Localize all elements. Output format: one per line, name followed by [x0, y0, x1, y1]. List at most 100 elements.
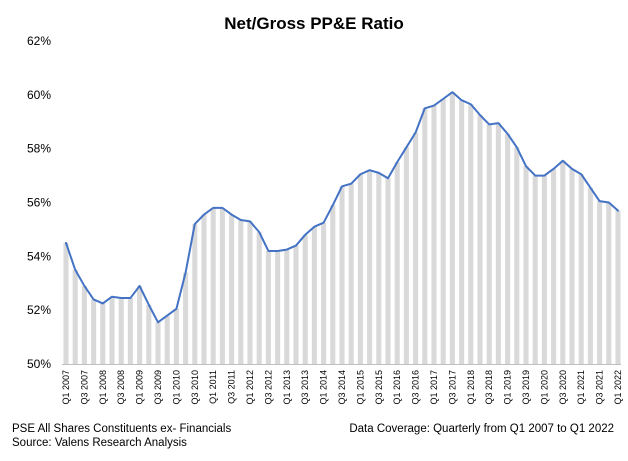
- x-tick-label: Q3 2018: [484, 370, 494, 405]
- bar: [183, 272, 189, 364]
- bar: [597, 201, 603, 364]
- x-tick-label: Q1 2015: [355, 370, 365, 405]
- x-tick-label: Q3 2012: [263, 370, 273, 405]
- bar: [100, 303, 106, 364]
- x-tick-label: Q3 2014: [337, 370, 347, 405]
- bar: [357, 174, 363, 364]
- bar: [302, 234, 308, 364]
- bar: [192, 224, 198, 364]
- bar: [321, 222, 327, 364]
- x-tick-label: Q1 2018: [466, 370, 476, 405]
- y-tick-label: 62%: [27, 34, 51, 48]
- bar: [293, 245, 299, 364]
- y-tick-label: 56%: [27, 196, 51, 210]
- bar: [265, 250, 271, 364]
- bar: [348, 183, 354, 364]
- bar: [173, 308, 179, 364]
- x-tick-label: Q3 2011: [227, 370, 237, 404]
- bar: [137, 285, 143, 364]
- bar: [385, 178, 391, 364]
- bar: [459, 100, 465, 364]
- bar: [560, 160, 566, 364]
- bar: [72, 269, 78, 364]
- footer-notes: PSE All Shares Constituents ex- Financia…: [12, 422, 231, 450]
- bar: [339, 186, 345, 364]
- footer-coverage-note: Data Coverage: Quarterly from Q1 2007 to…: [349, 423, 614, 435]
- x-tick-label: Q3 2020: [558, 370, 568, 405]
- bar: [330, 205, 336, 364]
- x-tick-label: Q1 2007: [61, 370, 71, 405]
- bar: [219, 207, 225, 364]
- bar: [587, 187, 593, 364]
- bar: [127, 298, 133, 364]
- x-tick-label: Q3 2016: [411, 370, 421, 405]
- bar: [81, 285, 87, 364]
- bar: [109, 296, 115, 364]
- footer-universe-note: PSE All Shares Constituents ex- Financia…: [12, 423, 232, 435]
- bar: [91, 299, 97, 364]
- x-tick-label: Q1 2012: [245, 370, 255, 405]
- x-tick-label: Q3 2010: [190, 370, 200, 405]
- bar: [606, 202, 612, 364]
- bar: [514, 147, 520, 364]
- bar: [229, 214, 235, 364]
- bar: [449, 92, 455, 364]
- bar: [247, 221, 253, 364]
- bar: [523, 166, 529, 364]
- bar: [615, 210, 621, 364]
- bar: [569, 168, 575, 364]
- x-tick-label: Q1 2011: [208, 370, 218, 404]
- bar: [210, 207, 216, 364]
- bar: [376, 172, 382, 364]
- x-tick-label: Q3 2017: [447, 370, 457, 405]
- chart-title: Net/Gross PP&E Ratio: [224, 14, 404, 33]
- bar: [578, 174, 584, 364]
- x-tick-label: Q1 2016: [392, 370, 402, 405]
- bar: [367, 170, 373, 364]
- bar: [532, 175, 538, 364]
- bar: [440, 98, 446, 365]
- bar: [284, 249, 290, 364]
- bar: [394, 162, 400, 365]
- bar: [155, 322, 161, 364]
- bar: [422, 108, 428, 364]
- x-tick-label: Q3 2021: [595, 370, 605, 405]
- series-line: [65, 91, 619, 324]
- x-tick-label: Q3 2008: [116, 370, 126, 405]
- x-tick-label: Q3 2013: [300, 370, 310, 405]
- x-tick-label: Q1 2021: [576, 370, 586, 405]
- bar: [413, 132, 419, 364]
- bar: [311, 226, 317, 364]
- bar: [238, 220, 244, 364]
- x-tick-label: Q1 2009: [135, 370, 145, 405]
- x-tick-label: Q1 2017: [429, 370, 439, 405]
- x-tick-label: Q1 2008: [98, 370, 108, 405]
- bar: [431, 105, 437, 364]
- bar: [551, 168, 557, 364]
- bar: [468, 104, 474, 364]
- y-tick-label: 60%: [27, 88, 51, 102]
- y-tick-label: 50%: [27, 357, 51, 371]
- bar: [403, 147, 409, 364]
- bar: [63, 242, 69, 365]
- x-tick-label: Q3 2007: [79, 370, 89, 405]
- bar: [486, 124, 492, 364]
- y-tick-label: 52%: [27, 303, 51, 317]
- x-tick-label: Q1 2020: [539, 370, 549, 405]
- bar: [275, 250, 281, 364]
- x-tick-label: Q1 2019: [503, 370, 513, 405]
- bar: [541, 175, 547, 364]
- x-tick-label: Q1 2014: [319, 370, 329, 405]
- x-tick-label: Q3 2019: [521, 370, 531, 405]
- y-tick-label: 58%: [27, 142, 51, 156]
- y-tick-label: 54%: [27, 249, 51, 263]
- x-tick-label: Q1 2013: [282, 370, 292, 405]
- bar: [164, 315, 170, 364]
- bar: [495, 123, 501, 364]
- bar: [118, 298, 124, 364]
- x-tick-label: Q3 2015: [374, 370, 384, 405]
- x-tick-label: Q1 2010: [171, 370, 181, 405]
- footer-source-note: Source: Valens Research Analysis: [12, 437, 187, 449]
- x-tick-label: Q3 2009: [153, 370, 163, 405]
